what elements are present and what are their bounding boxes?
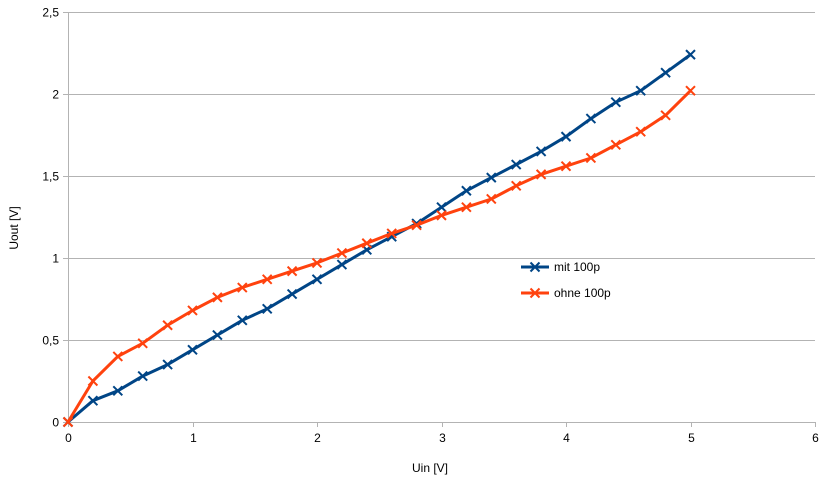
data-point: [436, 210, 447, 221]
x-tick-label: 0: [65, 431, 72, 445]
y-tick-label: 1,5: [42, 170, 59, 184]
legend-marker: [529, 287, 541, 299]
data-point: [162, 359, 173, 370]
data-point: [112, 351, 124, 362]
x-tick-label: 2: [314, 431, 321, 445]
x-tick-label: 5: [688, 431, 695, 445]
data-point: [87, 375, 99, 387]
data-point: [610, 96, 622, 108]
data-point: [237, 315, 248, 326]
data-point: [187, 305, 198, 316]
gridlines: [68, 12, 815, 423]
data-point: [660, 110, 671, 121]
y-tick-label: 0: [52, 416, 59, 430]
data-point: [585, 152, 597, 164]
y-tick-label: 1: [52, 252, 59, 266]
data-point: [311, 274, 323, 285]
y-tick-label: 0,5: [42, 334, 59, 348]
x-tick-label: 6: [812, 431, 819, 445]
data-point: [635, 126, 646, 137]
x-tick-label: 4: [563, 431, 570, 445]
data-point: [436, 201, 447, 213]
data-point: [486, 172, 497, 183]
data-point: [461, 201, 472, 213]
data-point: [261, 303, 273, 315]
data-point: [162, 320, 173, 331]
x-tick-label: 1: [190, 431, 197, 445]
data-point: [535, 146, 547, 157]
data-point: [685, 85, 696, 96]
data-point: [685, 49, 696, 60]
data-point: [610, 139, 622, 151]
data-point: [560, 160, 572, 172]
legend-marker: [529, 261, 541, 273]
data-point: [286, 288, 298, 300]
data-point: [585, 113, 597, 124]
y-tick-label: 2,5: [42, 6, 59, 20]
x-tick-label: 3: [439, 431, 446, 445]
data-point: [261, 274, 273, 285]
data-point: [187, 344, 198, 356]
data-point: [510, 180, 522, 192]
axes: 0 0,5 1 1,5 2 2,5 0 1 2 3 4 5 6: [42, 6, 819, 446]
x-axis-title: Uin [V]: [412, 461, 448, 475]
data-point: [660, 67, 671, 78]
data-point: [112, 385, 124, 397]
data-point: [386, 228, 397, 239]
y-axis-title: Uout [V]: [7, 206, 21, 249]
data-point: [237, 282, 248, 293]
legend-label: ohne 100p: [554, 286, 611, 300]
data-point: [411, 219, 422, 231]
data-point: [62, 416, 74, 428]
legend-label: mit 100p: [554, 260, 600, 274]
data-point: [87, 395, 99, 406]
data-point: [137, 370, 148, 382]
data-point: [212, 292, 223, 303]
data-point: [361, 238, 373, 249]
data-point: [535, 169, 547, 180]
series-lines: [62, 49, 696, 428]
series-line-ohne-100p: [66, 89, 692, 424]
data-point: [510, 159, 522, 170]
data-point: [212, 329, 223, 341]
legend: mit 100p ohne 100p: [521, 260, 611, 300]
data-point: [286, 265, 298, 277]
data-point: [336, 247, 348, 259]
data-point: [560, 131, 572, 142]
data-point: [336, 259, 348, 270]
data-point: [311, 257, 323, 269]
y-tick-label: 2: [52, 88, 59, 102]
data-point: [486, 193, 497, 205]
data-point: [137, 338, 148, 349]
series-ohne-100p: [62, 85, 696, 428]
data-point: [461, 185, 472, 196]
legend-item-ohne-100p: ohne 100p: [521, 286, 611, 300]
data-point: [635, 85, 646, 96]
legend-item-mit-100p: mit 100p: [521, 260, 600, 274]
